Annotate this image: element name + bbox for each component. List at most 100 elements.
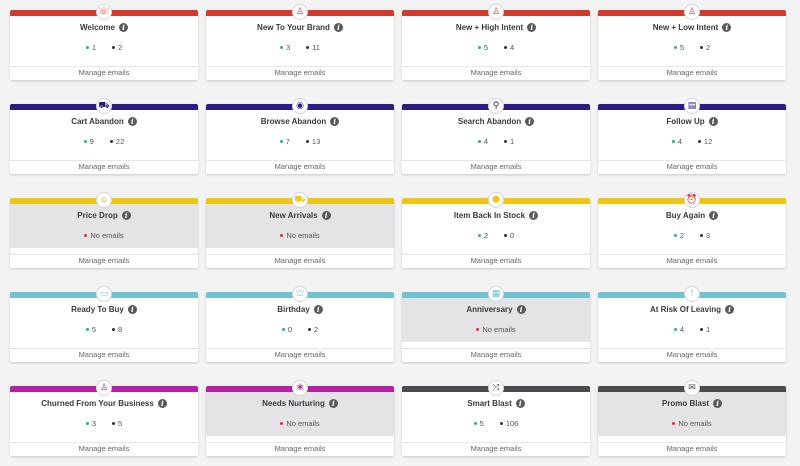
manage-emails-link[interactable]: Manage emails (274, 350, 326, 359)
active-count: 4 (673, 325, 684, 334)
info-icon[interactable]: i (527, 23, 537, 32)
icon-glyph: ! (690, 288, 694, 299)
no-emails-status: No emails (598, 419, 786, 428)
no-emails-label: No emails (286, 231, 320, 240)
flow-card-churned-from-your-business[interactable]: Churned From Your Business i 3 5 ♙ Manage… (10, 380, 198, 456)
info-icon[interactable]: i (127, 305, 137, 314)
icon-glyph: ⤨ (492, 382, 500, 393)
manage-emails-link[interactable]: Manage emails (274, 444, 326, 453)
info-icon[interactable]: i (515, 399, 525, 408)
calendar-icon: ▦ (488, 286, 504, 302)
manage-emails-link[interactable]: Manage emails (666, 256, 718, 265)
manage-emails-link[interactable]: Manage emails (274, 162, 326, 171)
info-icon[interactable]: i (121, 211, 131, 220)
icon-glyph: ☏ (98, 6, 110, 17)
card-body: Anniversary i No emails (402, 298, 590, 342)
flow-card-at-risk-of-leaving[interactable]: At Risk Of Leaving i 4 1 ! Manage emails (598, 286, 786, 362)
info-icon[interactable]: i (118, 23, 128, 32)
inactive-dot-icon (697, 140, 701, 143)
inactive-dot-icon (504, 140, 507, 143)
active-count-value: 4 (677, 137, 682, 146)
email-counts: 5 2 (598, 43, 786, 52)
flow-card-new-arrivals[interactable]: New Arrivals i No emails ⛟ Manage emails (206, 192, 394, 268)
manage-emails-link[interactable]: Manage emails (666, 444, 718, 453)
manage-emails-link[interactable]: Manage emails (470, 350, 522, 359)
manage-emails-link[interactable]: Manage emails (666, 68, 718, 77)
manage-emails-link[interactable]: Manage emails (78, 444, 130, 453)
flow-card-item-back-in-stock[interactable]: Item Back In Stock i 2 0 ⬢ Manage emails (402, 192, 590, 268)
manage-emails-link[interactable]: Manage emails (470, 68, 522, 77)
active-count-value: 1 (91, 43, 96, 52)
inactive-count-value: 1 (706, 325, 711, 334)
flow-card-new-low-intent[interactable]: New + Low Intent i 5 2 ♙ Manage emails (598, 4, 786, 80)
manage-emails-link[interactable]: Manage emails (78, 350, 130, 359)
manage-emails-link[interactable]: Manage emails (470, 444, 522, 453)
active-dot-icon (85, 46, 89, 49)
flow-card-cart-abandon[interactable]: Cart Abandon i 9 22 ⛟ Manage emails (10, 98, 198, 174)
info-icon[interactable]: i (708, 117, 718, 126)
info-icon[interactable]: i (333, 23, 343, 32)
card-body: Price Drop i No emails (10, 204, 198, 248)
info-icon[interactable]: i (725, 305, 735, 314)
card-divider (10, 442, 198, 443)
card-divider (598, 66, 786, 67)
flow-card-needs-nurturing[interactable]: Needs Nurturing i No emails ❀ Manage emai… (206, 380, 394, 456)
icon-glyph: ♙ (99, 382, 109, 393)
info-icon[interactable]: i (313, 305, 323, 314)
info-icon[interactable]: i (330, 117, 340, 126)
flow-card-browse-abandon[interactable]: Browse Abandon i 7 13 ◉ Manage emails (206, 98, 394, 174)
person-badge-icon: ♙ (684, 4, 700, 20)
info-icon[interactable]: i (713, 399, 723, 408)
inactive-count: 0 (504, 231, 514, 240)
card-body: Follow Up i 4 12 (598, 110, 786, 154)
inactive-count: 8 (112, 325, 122, 334)
info-icon[interactable]: i (157, 399, 167, 408)
card-title: Follow Up (666, 117, 705, 126)
info-icon[interactable]: i (321, 211, 331, 220)
manage-emails-link[interactable]: Manage emails (78, 162, 130, 171)
flow-card-follow-up[interactable]: Follow Up i 4 12 ▤ Manage emails (598, 98, 786, 174)
credit-card-icon: ▭ (96, 286, 112, 302)
info-icon[interactable]: i (709, 211, 719, 220)
inactive-dot-icon (700, 234, 703, 237)
flow-card-promo-blast[interactable]: Promo Blast i No emails ✉ Manage emails (598, 380, 786, 456)
cake-icon: ⛫ (292, 286, 308, 302)
inactive-dot-icon (504, 234, 507, 237)
active-dot-icon (673, 234, 677, 237)
active-dot-icon (477, 46, 481, 49)
card-title: Welcome (80, 23, 115, 32)
flow-card-new-high-intent[interactable]: New + High Intent i 5 4 ♙ Manage emails (402, 4, 590, 80)
flow-card-new-to-your-brand[interactable]: New To Your Brand i 3 11 ♙ Manage emails (206, 4, 394, 80)
manage-emails-link[interactable]: Manage emails (78, 68, 130, 77)
info-icon[interactable]: i (328, 399, 338, 408)
manage-emails-link[interactable]: Manage emails (470, 162, 522, 171)
flow-card-welcome[interactable]: Welcome i 1 2 ☏ Manage emails (10, 4, 198, 80)
info-icon[interactable]: i (127, 117, 137, 126)
no-emails-label: No emails (482, 325, 516, 334)
flow-card-anniversary[interactable]: Anniversary i No emails ▦ Manage emails (402, 286, 590, 362)
card-title: Birthday (277, 305, 310, 314)
active-dot-icon (279, 140, 283, 143)
manage-emails-link[interactable]: Manage emails (666, 162, 718, 171)
icon-glyph: ⌂ (101, 194, 107, 205)
inactive-count: 13 (305, 137, 320, 146)
icon-glyph: ◉ (296, 100, 304, 111)
manage-emails-link[interactable]: Manage emails (274, 68, 326, 77)
card-title-row: Browse Abandon i (206, 117, 394, 126)
info-icon[interactable]: i (529, 211, 539, 220)
flow-card-search-abandon[interactable]: Search Abandon i 4 1 ⚲ Manage emails (402, 98, 590, 174)
manage-emails-link[interactable]: Manage emails (666, 350, 718, 359)
manage-emails-link[interactable]: Manage emails (274, 256, 326, 265)
flow-card-birthday[interactable]: Birthday i 0 2 ⛫ Manage emails (206, 286, 394, 362)
flow-card-smart-blast[interactable]: Smart Blast i 5 106 ⤨ Manage emails (402, 380, 590, 456)
inactive-count-value: 1 (510, 137, 515, 146)
flow-card-ready-to-buy[interactable]: Ready To Buy i 5 8 ▭ Manage emails (10, 286, 198, 362)
manage-emails-link[interactable]: Manage emails (78, 256, 130, 265)
info-icon[interactable]: i (722, 23, 732, 32)
flow-card-price-drop[interactable]: Price Drop i No emails ⌂ Manage emails (10, 192, 198, 268)
card-divider (598, 348, 786, 349)
flow-card-buy-again[interactable]: Buy Again i 2 3 ⏰ Manage emails (598, 192, 786, 268)
info-icon[interactable]: i (525, 117, 535, 126)
manage-emails-link[interactable]: Manage emails (470, 256, 522, 265)
info-icon[interactable]: i (516, 305, 526, 314)
